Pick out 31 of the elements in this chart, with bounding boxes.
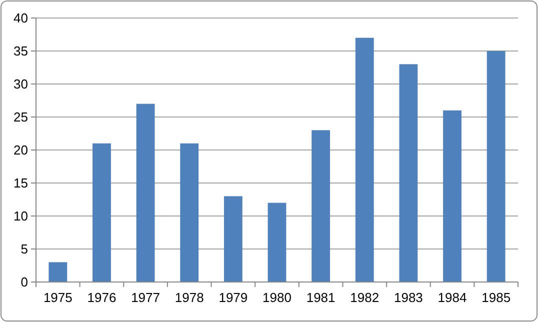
x-tick-label: 1982 <box>350 290 380 305</box>
bar <box>486 51 506 282</box>
x-tick-label: 1977 <box>131 290 160 305</box>
bar <box>224 196 242 282</box>
y-tick-label: 30 <box>14 76 28 92</box>
x-tick-label: 1975 <box>43 290 72 305</box>
bar <box>312 130 330 282</box>
bar <box>92 143 111 282</box>
x-tick-label: 1983 <box>394 290 423 305</box>
y-tick-label: 5 <box>20 242 28 257</box>
bar <box>268 202 286 282</box>
x-tick-label: 1978 <box>174 290 204 305</box>
y-tick-label: 35 <box>14 44 28 59</box>
y-tick-label: 25 <box>14 110 28 125</box>
y-tick-label: 15 <box>14 176 28 191</box>
bar <box>399 64 418 282</box>
y-tick-label: 20 <box>14 142 28 158</box>
x-tick-label: 1984 <box>438 290 467 305</box>
bar <box>443 110 462 282</box>
x-tick-label: 1985 <box>482 290 511 305</box>
bar <box>136 104 155 282</box>
x-tick-label: 1980 <box>262 290 292 305</box>
x-tick-label: 1976 <box>87 290 116 305</box>
y-tick-label: 0 <box>20 274 28 290</box>
x-tick-label: 1979 <box>218 290 248 305</box>
x-tick-label: 1981 <box>306 290 336 305</box>
y-tick-label: 10 <box>14 208 28 224</box>
bar <box>355 38 374 282</box>
y-tick-label: 40 <box>14 10 28 26</box>
bar <box>48 262 68 282</box>
bar <box>180 143 199 282</box>
